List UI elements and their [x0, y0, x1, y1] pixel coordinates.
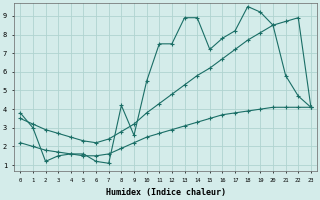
X-axis label: Humidex (Indice chaleur): Humidex (Indice chaleur) — [106, 188, 226, 197]
